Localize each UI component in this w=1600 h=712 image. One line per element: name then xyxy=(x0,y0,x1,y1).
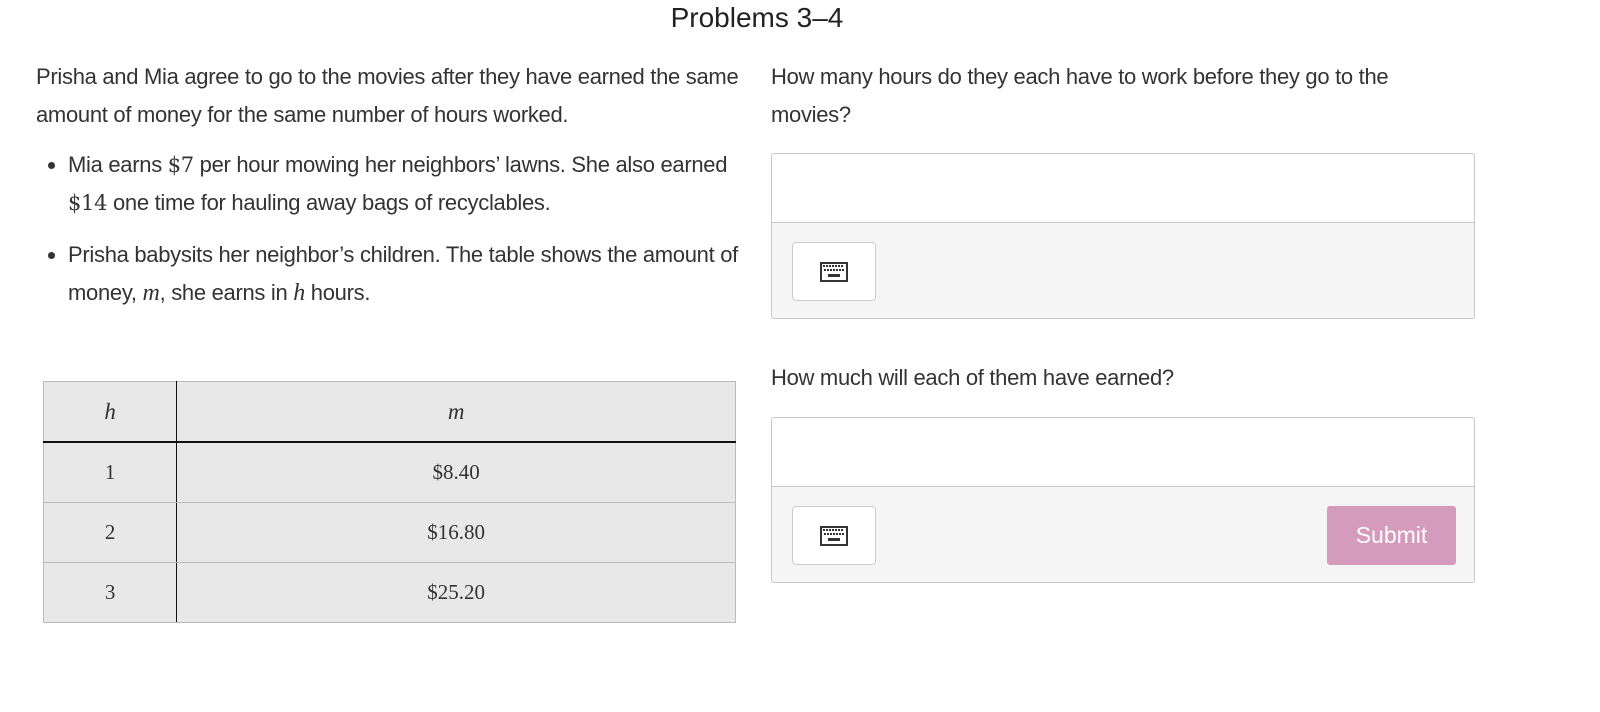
earnings-table: h m 1 $8.40 2 $16.80 3 $25.20 xyxy=(42,381,736,623)
text: hours. xyxy=(304,280,371,305)
bullet-list: Mia earns $7 per hour mowing her neighbo… xyxy=(36,146,746,312)
text: Prisha babysits her neighbor’s children.… xyxy=(68,242,738,305)
table-row: 1 $8.40 xyxy=(42,441,736,503)
header-m: m xyxy=(176,381,736,443)
answer-box-2: Submit xyxy=(771,417,1475,583)
table-row: 2 $16.80 xyxy=(42,502,736,563)
cell: $25.20 xyxy=(176,562,736,623)
bullet-mia: Mia earns $7 per hour mowing her neighbo… xyxy=(68,146,746,222)
math-m: m xyxy=(142,280,160,306)
cell: 1 xyxy=(42,441,178,503)
keyboard-button-2[interactable] xyxy=(792,506,876,565)
math-h: h xyxy=(293,280,305,306)
header-h: h xyxy=(42,381,178,443)
text: , she earns in xyxy=(159,280,294,305)
math-rate: $7 xyxy=(167,153,194,177)
question-1-text: How many hours do they each have to work… xyxy=(771,64,1389,127)
cell: 3 xyxy=(42,562,178,623)
text: Mia earns xyxy=(68,152,168,177)
math-bonus: $14 xyxy=(68,191,108,215)
cell: $16.80 xyxy=(176,502,736,563)
answer-input-2[interactable] xyxy=(772,418,1474,486)
page-title: Problems 3–4 xyxy=(670,2,844,33)
table-header: h m xyxy=(42,381,736,443)
answer-box-1 xyxy=(771,153,1475,319)
question-2-text: How much will each of them have earned? xyxy=(771,365,1174,390)
keyboard-button-1[interactable] xyxy=(792,242,876,301)
problem-text: Prisha and Mia agree to go to the movies… xyxy=(36,58,746,326)
table-row: 3 $25.20 xyxy=(42,562,736,623)
text: one time for hauling away bags of recycl… xyxy=(107,190,551,215)
answer-input-1[interactable] xyxy=(772,154,1474,222)
keyboard-icon xyxy=(820,525,848,546)
text: per hour mowing her neighbors’ lawns. Sh… xyxy=(193,152,728,177)
submit-button[interactable]: Submit xyxy=(1327,506,1456,565)
keyboard-icon xyxy=(820,261,848,282)
cell: $8.40 xyxy=(176,441,736,503)
bullet-prisha: Prisha babysits her neighbor’s children.… xyxy=(68,236,746,312)
cell: 2 xyxy=(42,502,178,563)
intro-text: Prisha and Mia agree to go to the movies… xyxy=(36,64,739,127)
